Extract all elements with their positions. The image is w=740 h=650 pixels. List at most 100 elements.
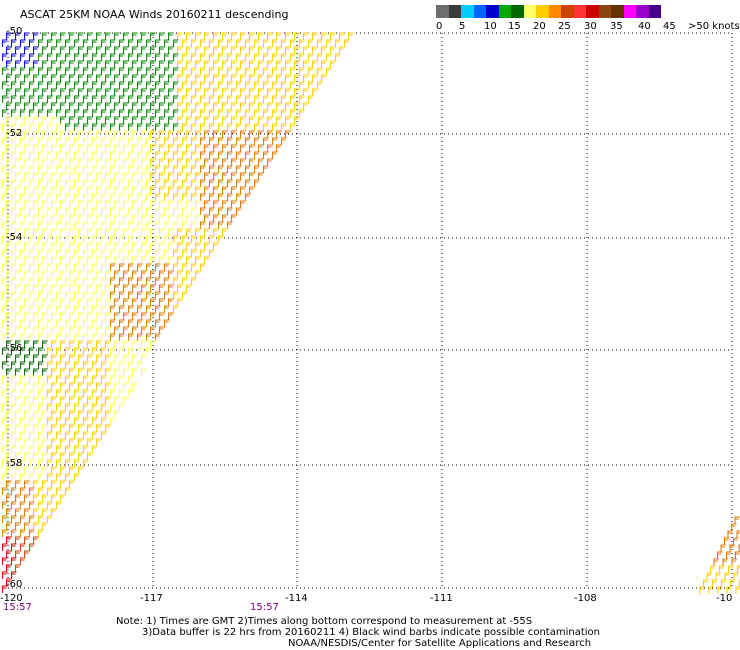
wind-barb <box>11 445 17 453</box>
wind-barb <box>105 102 111 110</box>
wind-barb <box>218 95 224 103</box>
wind-barb <box>56 431 62 439</box>
wind-barb <box>312 60 318 68</box>
wind-barb <box>708 586 714 594</box>
wind-barb <box>119 403 125 411</box>
wind-barb <box>69 438 75 446</box>
wind-barb <box>69 200 75 208</box>
wind-barb <box>137 123 143 131</box>
wind-barb <box>105 186 111 194</box>
wind-barb <box>132 354 138 362</box>
wind-barb <box>92 151 98 159</box>
wind-barb <box>6 424 12 432</box>
wind-barb <box>348 32 354 40</box>
wind-barb <box>11 235 17 243</box>
wind-barb <box>227 151 233 159</box>
wind-barb <box>6 270 12 278</box>
wind-barb <box>33 256 39 264</box>
wind-barb <box>15 298 21 306</box>
wind-barb <box>92 165 98 173</box>
wind-barb <box>191 151 197 159</box>
wind-barb <box>69 60 75 68</box>
wind-barb <box>60 242 66 250</box>
wind-barb <box>78 172 84 180</box>
wind-barb <box>222 116 228 124</box>
wind-barb <box>258 116 264 124</box>
wind-barb <box>74 165 80 173</box>
wind-barb <box>6 242 12 250</box>
wind-barb <box>204 32 210 40</box>
wind-barb <box>728 565 734 573</box>
wind-barb <box>227 137 233 145</box>
wind-barb <box>141 60 147 68</box>
wind-barb <box>20 221 26 229</box>
wind-barb <box>38 151 44 159</box>
wind-barb <box>159 116 165 124</box>
wind-barb <box>60 102 66 110</box>
wind-barb <box>182 291 188 299</box>
wind-barb <box>155 277 161 285</box>
wind-barb <box>6 396 12 404</box>
wind-barb <box>236 207 242 215</box>
wind-barb <box>2 543 8 551</box>
wind-barb <box>47 305 53 313</box>
wind-barb <box>65 39 71 47</box>
wind-barb <box>713 558 719 566</box>
wind-barb <box>20 263 26 271</box>
wind-barb <box>2 501 8 509</box>
wind-barb <box>105 340 111 348</box>
wind-barb <box>110 333 116 341</box>
wind-barb <box>33 102 39 110</box>
wind-barb <box>42 326 48 334</box>
wind-barb <box>20 417 26 425</box>
wind-barb <box>119 291 125 299</box>
wind-barb <box>240 186 246 194</box>
wind-barb <box>87 396 93 404</box>
wind-barb <box>182 179 188 187</box>
wind-barb <box>168 46 174 54</box>
wind-barb <box>218 53 224 61</box>
wind-barb <box>159 46 165 54</box>
wind-barb <box>78 228 84 236</box>
wind-barb <box>20 179 26 187</box>
legend-label: 30 <box>584 21 597 32</box>
wind-barb <box>186 256 192 264</box>
wind-barb <box>155 291 161 299</box>
wind-barb <box>2 207 8 215</box>
wind-barb <box>200 95 206 103</box>
wind-barb <box>20 137 26 145</box>
legend-swatch <box>498 5 511 18</box>
wind-barb <box>245 137 251 145</box>
wind-barb <box>123 298 129 306</box>
wind-barb <box>204 46 210 54</box>
wind-barb <box>51 424 57 432</box>
wind-barb <box>123 102 129 110</box>
wind-barb <box>110 193 116 201</box>
wind-barb <box>132 74 138 82</box>
wind-barb <box>218 109 224 117</box>
wind-barb <box>15 480 21 488</box>
wind-barb <box>200 67 206 75</box>
wind-barb <box>101 207 107 215</box>
wind-barb <box>123 130 129 138</box>
wind-barb <box>177 270 183 278</box>
wind-barb <box>734 516 740 524</box>
wind-barb <box>213 158 219 166</box>
wind-barb <box>209 109 215 117</box>
wind-barb <box>254 81 260 89</box>
wind-barb <box>29 529 35 537</box>
wind-barb <box>335 39 341 47</box>
wind-barb <box>159 326 165 334</box>
wind-barb <box>33 410 39 418</box>
wind-barb <box>6 60 12 68</box>
wind-barb <box>213 144 219 152</box>
wind-barb <box>60 172 66 180</box>
wind-barb <box>137 291 143 299</box>
wind-barb <box>51 130 57 138</box>
wind-barb <box>11 151 17 159</box>
wind-barb <box>218 207 224 215</box>
wind-barb <box>733 572 739 580</box>
note-line-2: 3)Data buffer is 22 hrs from 20160211 4)… <box>142 627 600 638</box>
wind-barb <box>15 116 21 124</box>
wind-barb <box>105 214 111 222</box>
